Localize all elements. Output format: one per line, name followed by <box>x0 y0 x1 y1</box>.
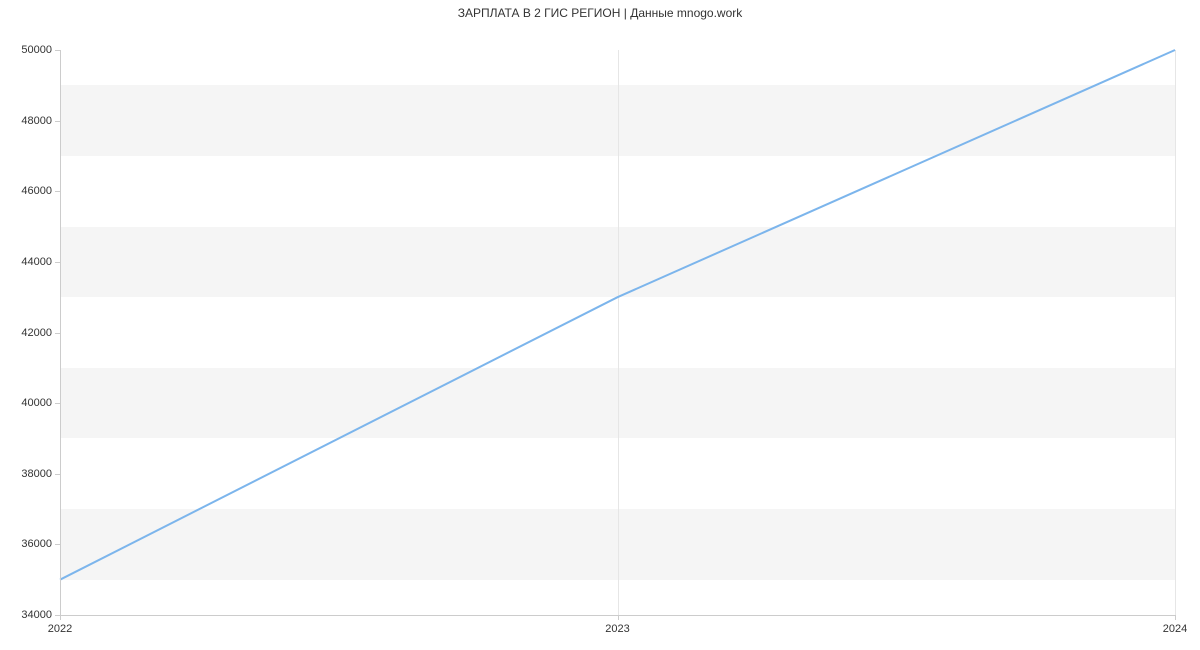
series-line-salary <box>60 50 1175 580</box>
y-tick-label: 36000 <box>21 538 60 550</box>
y-tick-label: 44000 <box>21 256 60 268</box>
plot-area: 3400036000380004000042000440004600048000… <box>60 50 1175 615</box>
x-tick-label: 2022 <box>48 615 72 635</box>
x-grid-line <box>1175 50 1176 615</box>
x-tick-label: 2023 <box>605 615 629 635</box>
y-tick-label: 40000 <box>21 397 60 409</box>
y-tick-label: 46000 <box>21 185 60 197</box>
chart-title: ЗАРПЛАТА В 2 ГИС РЕГИОН | Данные mnogo.w… <box>0 6 1200 20</box>
y-tick-label: 50000 <box>21 44 60 56</box>
y-axis-line <box>60 50 61 615</box>
y-tick-label: 48000 <box>21 115 60 127</box>
y-tick-label: 38000 <box>21 468 60 480</box>
y-tick-label: 42000 <box>21 327 60 339</box>
x-tick-label: 2024 <box>1163 615 1187 635</box>
line-layer <box>60 50 1175 615</box>
